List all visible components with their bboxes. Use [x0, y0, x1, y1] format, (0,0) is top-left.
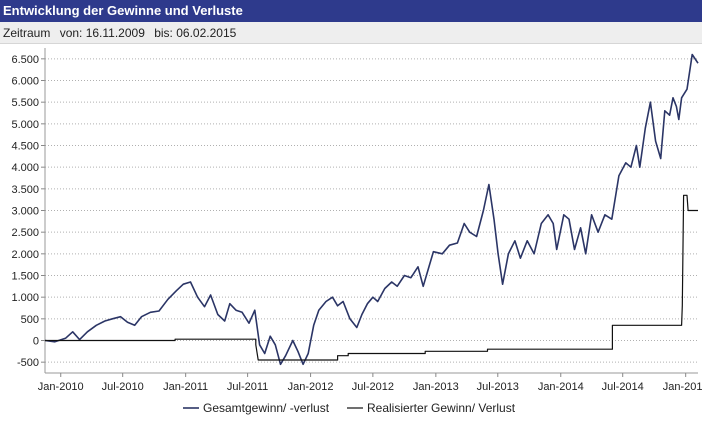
series-line-realized: [45, 194, 698, 361]
chart-area: -500 0 500 1.000 1.500 2.000 2.500 3.000 3.500 4.…: [0, 45, 702, 430]
y-tick-label: 4.000: [11, 162, 39, 174]
x-tick-label: Jul-2012: [352, 381, 394, 393]
y-tick-label: 4.500: [11, 141, 39, 153]
y-tick-label: 1.000: [11, 292, 39, 304]
y-tick-label: 500: [21, 314, 39, 326]
y-tick-label: 2.000: [11, 249, 39, 261]
series-line-total: [44, 53, 699, 366]
period-from: von: 16.11.2009: [59, 26, 145, 40]
x-tick-label: Jan-2014: [538, 381, 584, 393]
legend-label-total: Gesamtgewinn/ -verlust: [203, 401, 330, 415]
period-label: Zeitraum: [3, 26, 51, 40]
y-tick-label: 5.000: [11, 119, 39, 131]
y-tick-label: 1.500: [11, 271, 39, 283]
y-tick-label: 5.500: [11, 97, 39, 109]
profit-loss-chart: -500 0 500 1.000 1.500 2.000 2.500 3.000 3.500 4.…: [11, 48, 702, 415]
x-tick-label: Jan-2012: [288, 381, 334, 393]
y-tick-label: 0: [33, 336, 39, 348]
y-tick-label: -500: [17, 357, 39, 369]
y-tick-label: 3.000: [11, 206, 39, 218]
x-tick-label: Jan-2015: [663, 381, 702, 393]
x-tick-label: Jan-2011: [163, 381, 208, 393]
y-tick-label: 2.500: [11, 227, 39, 239]
x-tick-label: Jul-2011: [227, 381, 268, 393]
y-tick-label: 6.500: [11, 54, 39, 66]
x-tick-label: Jul-2014: [602, 381, 644, 393]
x-tick-label: Jan-2010: [38, 381, 84, 393]
period-bar: Zeitraum von: 16.11.2009 bis: 06.02.2015: [0, 22, 702, 44]
window-title: Entwicklung der Gewinne und Verluste: [0, 0, 702, 22]
y-tick-label: 3.500: [11, 184, 39, 196]
x-tick-label: Jul-2013: [477, 381, 519, 393]
legend-label-realized: Realisierter Gewinn/ Verlust: [367, 401, 516, 415]
x-tick-label: Jan-2013: [413, 381, 459, 393]
y-tick-label: 6.000: [11, 76, 39, 88]
x-tick-label: Jul-2010: [102, 381, 144, 393]
period-to: bis: 06.02.2015: [154, 26, 237, 40]
